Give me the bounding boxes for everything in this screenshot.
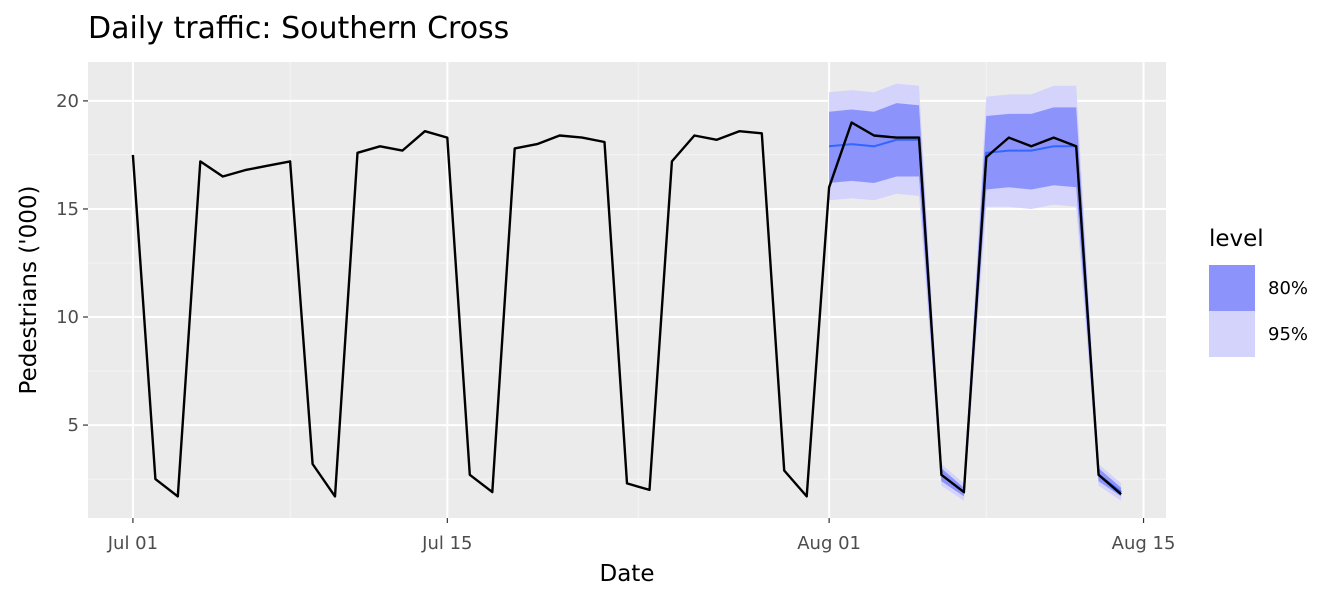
legend-title: level <box>1209 226 1264 252</box>
legend-label: 80% <box>1268 278 1308 299</box>
band-95 <box>829 83 1122 501</box>
legend-swatch-80 <box>1209 265 1255 311</box>
grid-minor <box>88 62 1166 518</box>
x-tick-label: Aug 15 <box>1112 533 1176 554</box>
y-tick-label: 10 <box>56 307 79 328</box>
legend: level 80% 95% <box>1209 226 1308 357</box>
y-axis-title: Pedestrians ('000) <box>16 186 42 395</box>
legend-swatch-95 <box>1209 311 1255 357</box>
chart-title: Daily traffic: Southern Cross <box>88 11 509 46</box>
y-tick-label: 20 <box>56 91 79 112</box>
axes: 5 10 15 20 Jul 01 Jul 15 Aug 01 Aug 15 <box>56 91 1175 554</box>
y-tick-label: 15 <box>56 199 79 220</box>
series-layer <box>131 121 1122 498</box>
x-tick-label: Jul 15 <box>421 533 472 554</box>
x-axis-title: Date <box>600 561 655 587</box>
y-tick-label: 5 <box>68 415 79 436</box>
x-tick-label: Jul 01 <box>107 533 158 554</box>
observed-line <box>131 121 1122 498</box>
forecast-bands <box>829 83 1122 501</box>
band-80 <box>829 103 1122 497</box>
x-tick-label: Aug 01 <box>797 533 861 554</box>
legend-label: 95% <box>1268 324 1308 345</box>
